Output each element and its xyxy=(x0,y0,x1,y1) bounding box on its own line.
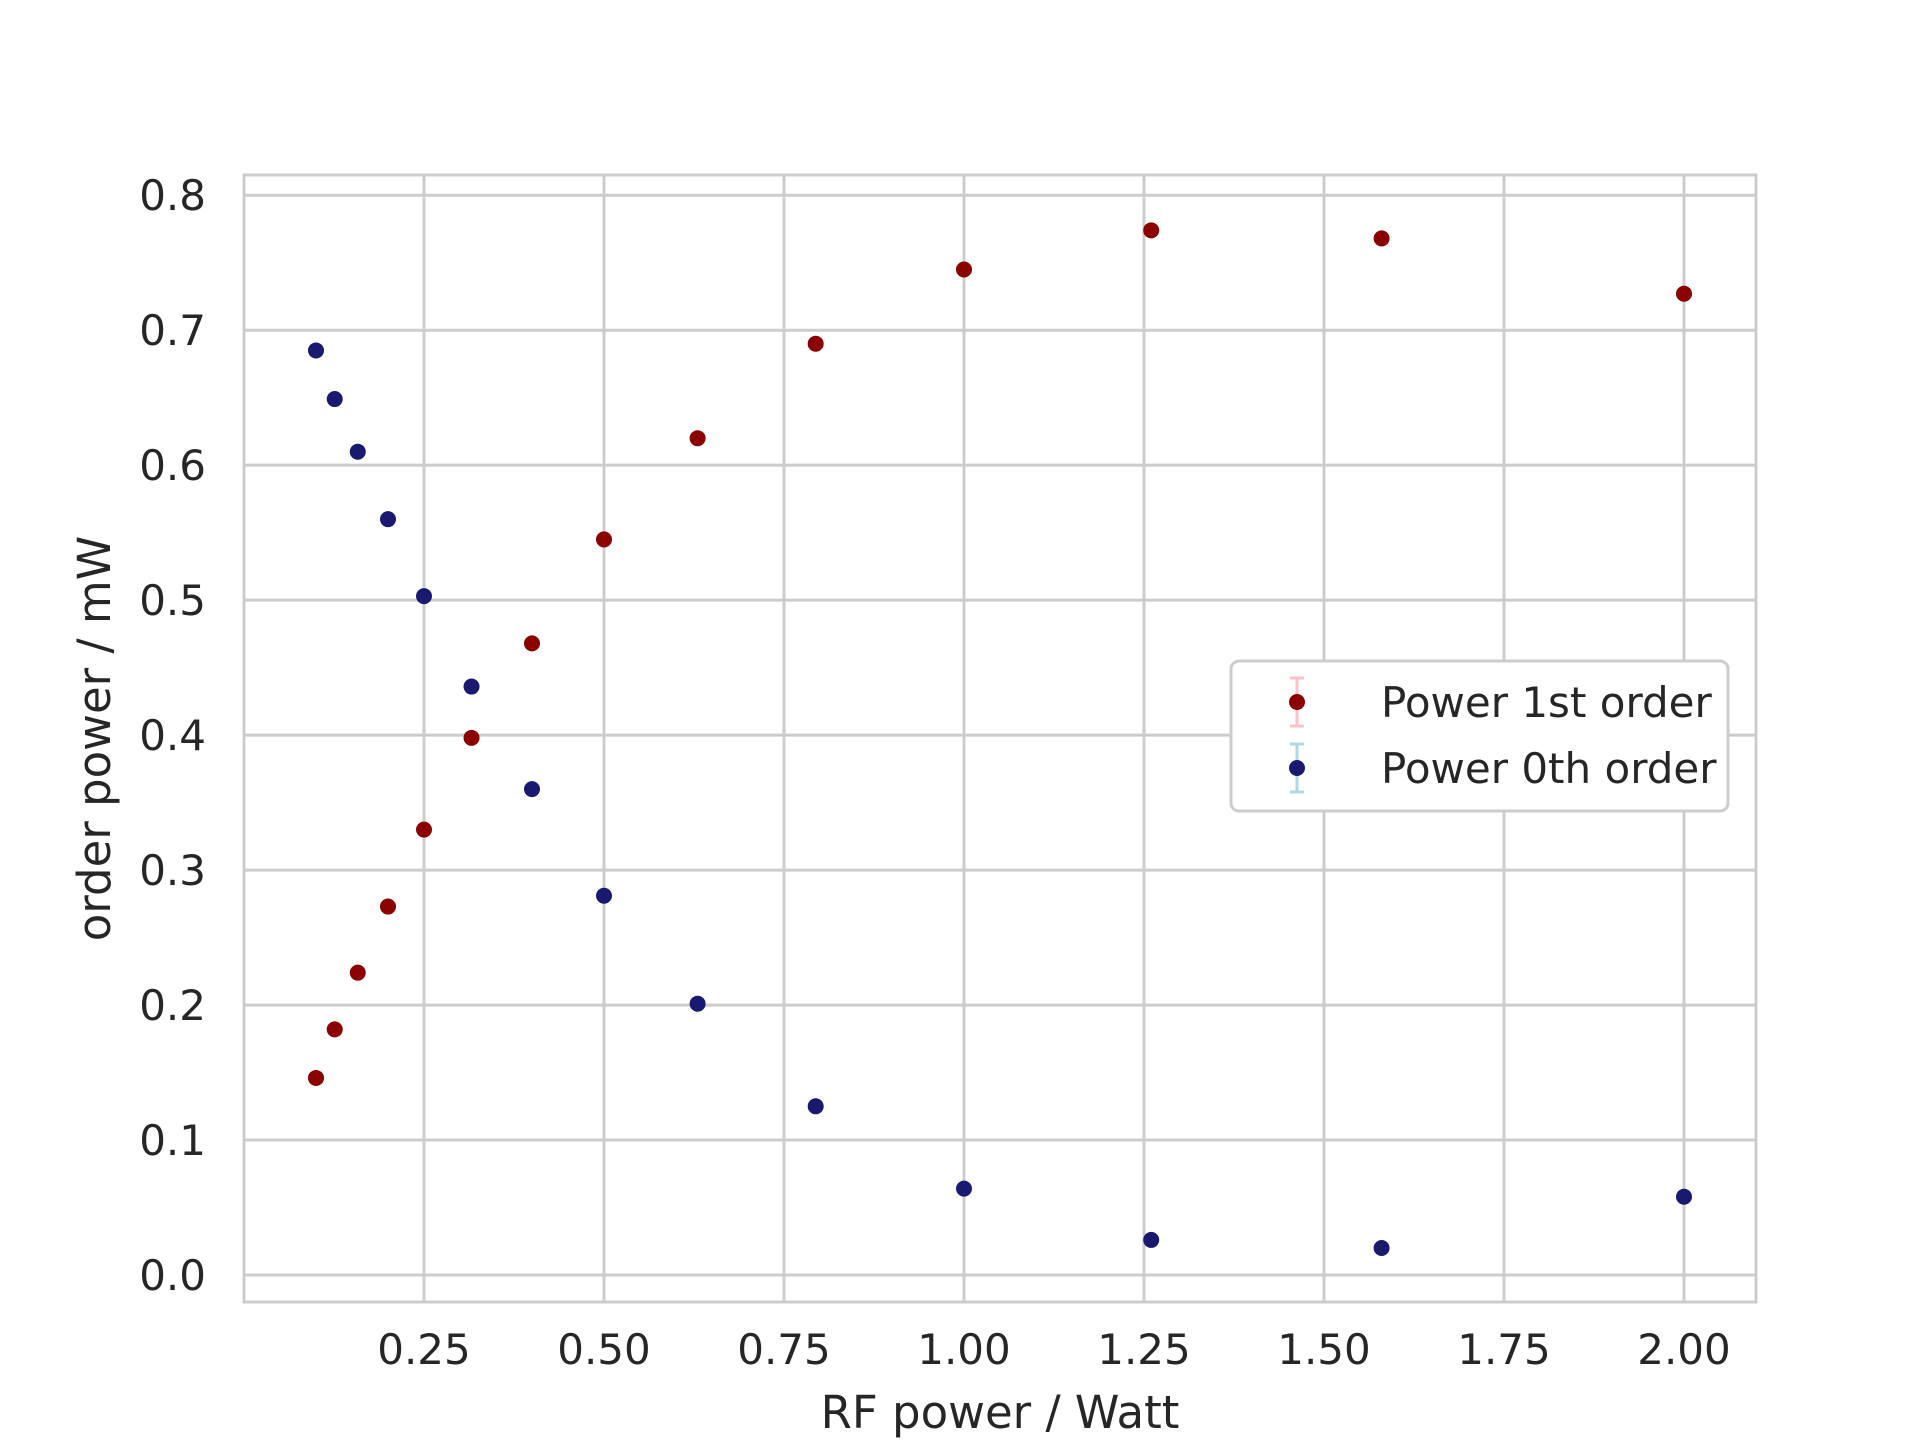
legend-entry: Power 0th order xyxy=(1289,742,1717,794)
data-point xyxy=(1143,222,1160,239)
y-tick-label: 0.4 xyxy=(139,711,206,760)
legend-label: Power 0th order xyxy=(1381,744,1717,793)
x-tick-label: 1.25 xyxy=(1097,1325,1191,1374)
data-point xyxy=(1143,1231,1160,1248)
plot-frame xyxy=(242,173,1758,1304)
data-point xyxy=(380,511,396,528)
series-power-1st-order xyxy=(308,222,1692,1086)
data-point xyxy=(807,335,824,352)
data-point xyxy=(349,443,366,460)
data-point xyxy=(326,391,343,408)
data-point xyxy=(956,1180,972,1197)
data-point xyxy=(463,729,480,746)
data-point xyxy=(524,781,540,798)
data-point xyxy=(1373,230,1390,247)
series-power-0th-order xyxy=(308,342,1692,1257)
y-tick-label: 0.0 xyxy=(139,1251,206,1300)
x-tick-label: 1.00 xyxy=(917,1325,1011,1374)
data-point xyxy=(463,678,480,695)
y-axis-label: order power / mW xyxy=(68,536,121,941)
data-point xyxy=(326,1021,343,1038)
y-tick-label: 0.7 xyxy=(139,306,206,355)
y-tick-label: 0.2 xyxy=(139,981,206,1030)
data-point xyxy=(380,898,396,915)
data-point xyxy=(524,635,540,652)
data-point xyxy=(1676,285,1692,302)
grid-lines xyxy=(244,175,1756,1302)
data-point xyxy=(689,430,706,447)
data-point xyxy=(956,261,972,278)
data-point xyxy=(1373,1240,1390,1257)
data-point xyxy=(416,588,432,605)
data-point xyxy=(596,531,612,548)
legend-marker xyxy=(1289,694,1305,710)
y-tick-label: 0.8 xyxy=(139,171,206,220)
y-tick-label: 0.5 xyxy=(139,576,206,625)
y-tick-label: 0.3 xyxy=(139,846,206,895)
data-point xyxy=(308,1069,324,1086)
data-point xyxy=(308,342,324,359)
data-point xyxy=(1676,1188,1692,1205)
legend-label: Power 1st order xyxy=(1381,678,1712,727)
data-point xyxy=(807,1098,824,1115)
data-points xyxy=(308,222,1692,1257)
data-point xyxy=(349,964,366,981)
x-tick-label: 0.50 xyxy=(557,1325,651,1374)
legend-entry: Power 1st order xyxy=(1289,676,1712,728)
x-tick-label: 0.75 xyxy=(737,1325,831,1374)
y-tick-label: 0.6 xyxy=(139,441,206,490)
x-tick-label: 1.75 xyxy=(1457,1325,1551,1374)
x-tick-label: 1.50 xyxy=(1277,1325,1371,1374)
y-tick-label: 0.1 xyxy=(139,1116,206,1165)
data-point xyxy=(416,821,432,838)
data-point xyxy=(596,887,612,904)
legend-box xyxy=(1229,659,1730,813)
tick-labels: 0.25 0.50 0.75 1.00 1.25 1.50 1.75 2.00 0.0 0.1 0.… xyxy=(139,171,1731,1374)
legend: Power 1st order Power 0th order xyxy=(1229,659,1730,813)
legend-marker xyxy=(1289,760,1305,776)
data-point xyxy=(689,995,706,1012)
x-axis-label: RF power / Watt xyxy=(821,1386,1180,1439)
x-tick-label: 2.00 xyxy=(1637,1325,1731,1374)
x-tick-label: 0.25 xyxy=(377,1325,471,1374)
